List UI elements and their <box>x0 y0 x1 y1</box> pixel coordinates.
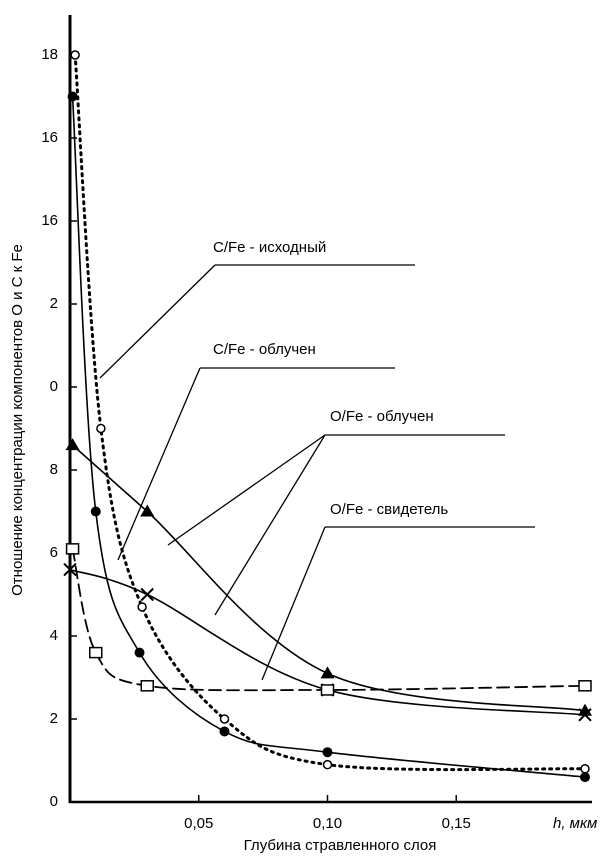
marker <box>580 764 590 774</box>
marker <box>578 708 592 722</box>
marker <box>89 646 103 659</box>
marker <box>219 726 230 737</box>
annotation: C/Fe - облучен <box>213 341 316 358</box>
y-tick-label: 6 <box>50 544 58 561</box>
marker <box>65 438 80 451</box>
y-tick-label: 16 <box>41 212 58 229</box>
series-line <box>71 547 586 692</box>
annotation: C/Fe - исходный <box>213 239 326 256</box>
series-line <box>69 568 586 716</box>
series-line <box>71 95 586 778</box>
marker <box>322 759 333 770</box>
marker <box>320 684 335 696</box>
marker <box>322 747 333 758</box>
x-tick-label: 0,15 <box>442 815 471 832</box>
annotation-leader <box>261 526 326 681</box>
marker <box>140 680 154 692</box>
y-tick-label: 18 <box>41 46 58 63</box>
marker <box>140 587 154 602</box>
y-tick-label: 2 <box>50 710 58 727</box>
marker <box>219 714 230 724</box>
marker <box>140 504 155 517</box>
marker <box>70 50 80 60</box>
annotation-leader <box>167 434 326 546</box>
x-tick-label: 0,10 <box>313 815 342 832</box>
annotation: O/Fe - свидетель <box>330 501 448 518</box>
y-tick-label: 0 <box>50 378 58 395</box>
marker <box>65 543 80 555</box>
y-tick-label: 8 <box>50 461 58 478</box>
y-axis-label: Отношение концентрации компонентов O и C… <box>9 244 26 596</box>
y-tick-label: 0 <box>50 793 58 810</box>
annotation: O/Fe - облучен <box>330 408 434 425</box>
x-tick-label: 0,05 <box>184 815 213 832</box>
marker <box>96 423 106 434</box>
x-unit: h, мкм <box>553 815 597 832</box>
y-tick-label: 4 <box>50 627 58 644</box>
marker <box>90 506 101 517</box>
annotation-leader <box>117 367 201 561</box>
annotation-leader <box>99 264 216 379</box>
series-line <box>71 444 586 712</box>
marker <box>63 562 77 577</box>
series-line <box>73 53 587 772</box>
marker <box>578 680 592 692</box>
marker <box>67 91 78 102</box>
y-tick-label: 16 <box>41 129 58 146</box>
x-axis-label: Глубина стравленного слоя <box>244 837 437 854</box>
y-tick-label: 2 <box>50 295 58 312</box>
annotation-leader <box>214 434 326 616</box>
marker <box>580 772 590 783</box>
marker <box>134 647 145 658</box>
marker <box>320 666 335 679</box>
marker <box>137 602 147 612</box>
